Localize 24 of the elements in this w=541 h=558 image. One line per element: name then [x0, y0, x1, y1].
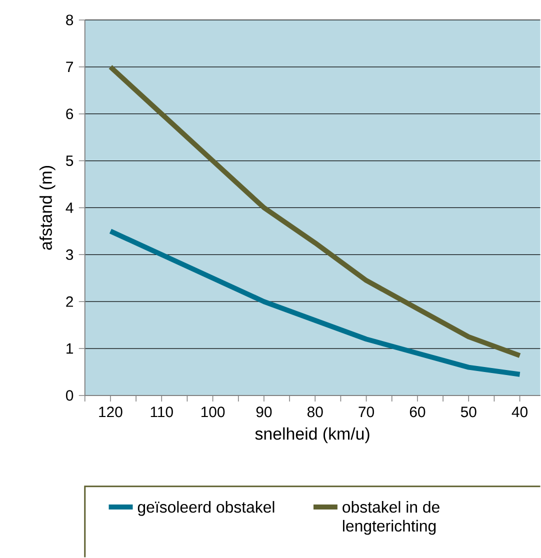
line-series	[108, 228, 522, 377]
y-tick-label: 3	[66, 249, 74, 260]
y-tick-label: 0	[66, 390, 74, 401]
x-tick-label: 40	[512, 406, 528, 418]
x-tick-label: 110	[150, 406, 173, 418]
y-tick-label: 2	[66, 296, 73, 307]
y-tick-label: 7	[66, 62, 73, 72]
legend-label: geïsoleerd obstakel	[138, 501, 274, 516]
x-tick-label: 80	[307, 406, 323, 418]
y-tick-label: 6	[66, 108, 74, 120]
legend-label: obstakel in de lengterichting	[342, 501, 440, 535]
y-tick-label: 8	[66, 14, 74, 26]
x-tick-label: 100	[201, 406, 225, 418]
x-axis-title: snelheid (km/u)	[255, 427, 370, 444]
y-axis-title: afstand (m)	[40, 166, 56, 250]
y-tick-label: 4	[66, 202, 74, 213]
x-tick-label: 70	[358, 406, 374, 418]
x-tick-label: 90	[256, 406, 272, 418]
x-tick-label: 50	[460, 406, 476, 418]
y-tick-label: 1	[66, 343, 73, 354]
x-tick-label: 60	[410, 406, 426, 418]
line-series	[108, 64, 522, 358]
y-tick-label: 5	[66, 156, 74, 166]
x-tick-label: 120	[99, 406, 122, 418]
